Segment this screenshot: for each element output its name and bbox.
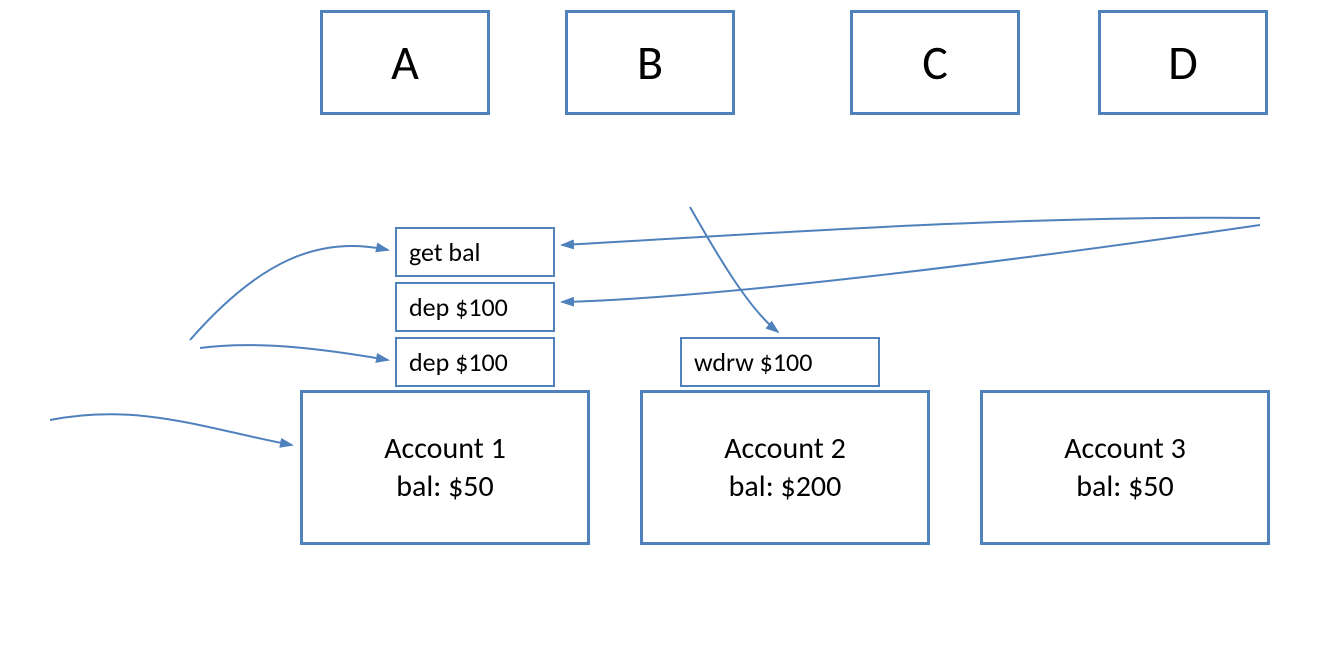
op-get-bal: get bal [395, 227, 555, 277]
arrow-left-to-acct1 [50, 414, 292, 445]
node-d: D [1098, 10, 1268, 115]
node-b-label: B [637, 33, 663, 92]
op-dep-1: dep $100 [395, 282, 555, 332]
arrow-c-to-wdrw [690, 207, 778, 332]
arrow-curve-to-getbal [190, 246, 388, 340]
op-wdrw-label: wdrw $100 [694, 346, 812, 378]
account-3-name: Account 3 [1064, 430, 1186, 468]
op-get-bal-label: get bal [409, 236, 481, 268]
op-dep-1-label: dep $100 [409, 291, 508, 323]
account-1-name: Account 1 [384, 430, 506, 468]
op-dep-2: dep $100 [395, 337, 555, 387]
account-1-bal: bal: $50 [396, 468, 493, 506]
account-2-bal: bal: $200 [729, 468, 842, 506]
op-wdrw: wdrw $100 [680, 337, 880, 387]
account-2: Account 2 bal: $200 [640, 390, 930, 545]
node-d-label: D [1168, 33, 1198, 92]
node-c: C [850, 10, 1020, 115]
account-2-name: Account 2 [724, 430, 846, 468]
node-a-label: A [391, 33, 419, 92]
op-dep-2-label: dep $100 [409, 346, 508, 378]
account-1: Account 1 bal: $50 [300, 390, 590, 545]
account-3-bal: bal: $50 [1076, 468, 1173, 506]
arrow-d-to-dep1 [562, 225, 1260, 302]
node-b: B [565, 10, 735, 115]
arrow-curve-to-dep2 [200, 345, 388, 360]
arrow-d-to-getbal [562, 218, 1260, 245]
node-a: A [320, 10, 490, 115]
node-c-label: C [922, 33, 948, 92]
account-3: Account 3 bal: $50 [980, 390, 1270, 545]
